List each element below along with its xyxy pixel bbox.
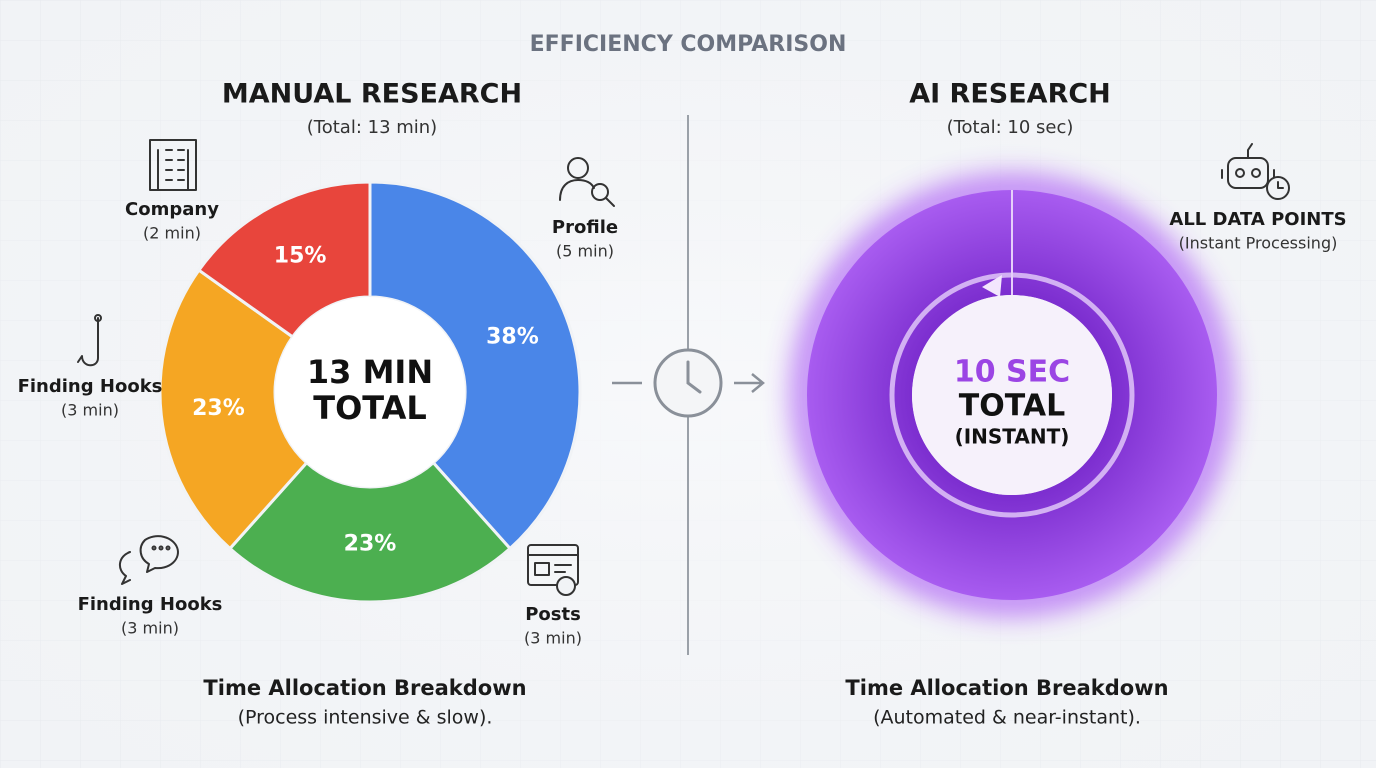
slice-label: 15%	[274, 243, 327, 268]
category-label: Posts	[525, 604, 581, 625]
caption: Time Allocation Breakdown	[845, 676, 1168, 700]
robot-icon	[1221, 143, 1290, 200]
category-label: ALL DATA POINTS	[1169, 209, 1346, 230]
inner-ring	[889, 272, 1135, 518]
center-label: TOTAL	[313, 389, 427, 427]
donut-hole	[912, 295, 1112, 495]
center-label: 13 MIN	[307, 353, 433, 391]
caption-detail: (Process intensive & slow).	[238, 707, 493, 729]
chart-subtitle: (Total: 10 sec)	[947, 117, 1074, 138]
progress-arrow	[982, 275, 1002, 297]
posts-icon	[527, 544, 579, 596]
center-label: 10 SEC	[954, 355, 1070, 390]
profile-icon	[559, 157, 615, 207]
category-detail: (3 min)	[524, 629, 582, 648]
annotation-detail: (3 min)	[121, 619, 179, 638]
category-detail: (5 min)	[556, 242, 614, 261]
category-detail: (3 min)	[61, 401, 119, 420]
annotation-label: Finding Hooks	[78, 594, 223, 615]
donut-slice	[807, 190, 1217, 600]
caption: Time Allocation Breakdown	[203, 676, 526, 700]
slice-label: 23%	[192, 396, 245, 421]
caption-detail: (Automated & near-instant).	[873, 707, 1141, 729]
slice-label: 38%	[486, 325, 539, 350]
category-label: Finding Hooks	[18, 376, 163, 397]
building-icon	[149, 139, 197, 191]
category-detail: (2 min)	[143, 224, 201, 243]
chat-icon	[118, 535, 179, 585]
center-label: TOTAL	[959, 389, 1065, 424]
page-title: EFFICIENCY COMPARISON	[530, 32, 847, 57]
slice-label: 23%	[344, 532, 397, 557]
category-label: Company	[125, 199, 219, 220]
chart-title: MANUAL RESEARCH	[222, 79, 522, 110]
chart-title: AI RESEARCH	[909, 79, 1111, 110]
chart-subtitle: (Total: 13 min)	[307, 117, 437, 138]
hook-icon	[77, 314, 102, 367]
center-label: (INSTANT)	[955, 425, 1070, 449]
donut-hole	[275, 297, 465, 487]
category-detail: (Instant Processing)	[1179, 234, 1338, 253]
icons	[77, 139, 1290, 596]
category-label: Profile	[552, 217, 618, 238]
clock-icon	[612, 348, 765, 418]
